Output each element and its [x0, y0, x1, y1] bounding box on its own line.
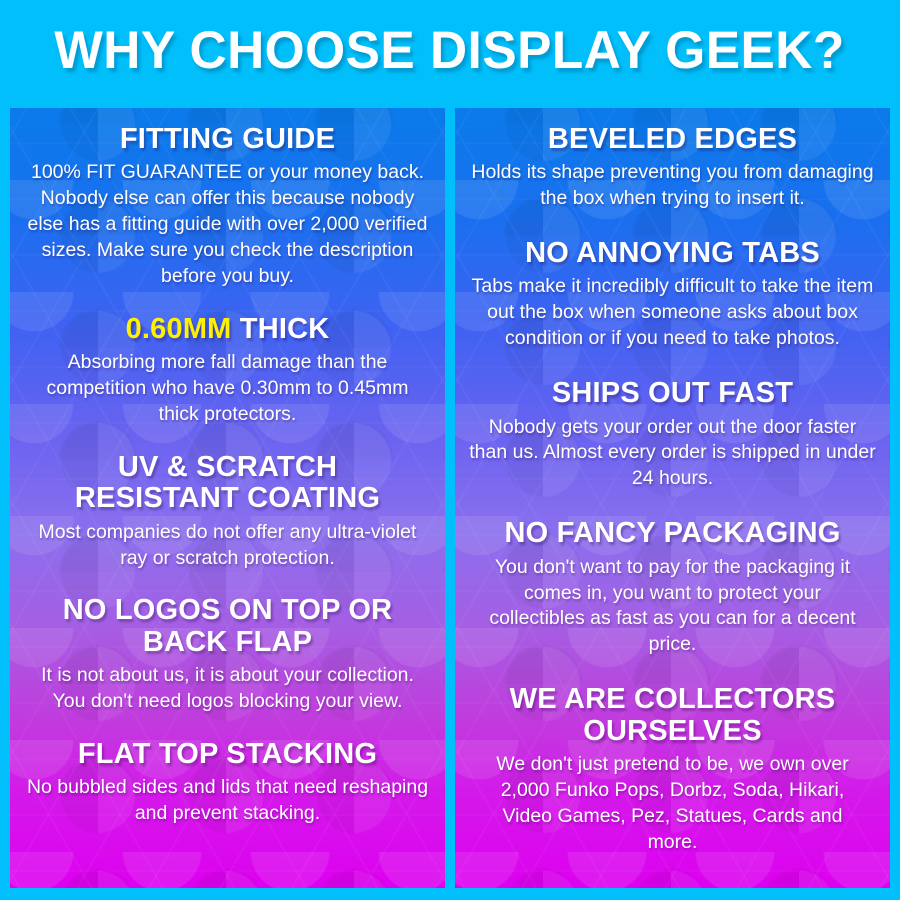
- feature-block-thickness: 0.60MM THICK Absorbing more fall damage …: [24, 312, 431, 428]
- feature-title: 0.60MM THICK: [24, 312, 431, 345]
- thickness-title-suffix: THICK: [231, 312, 330, 345]
- left-feature-column: FITTING GUIDE 100% FIT GUARANTEE or your…: [10, 108, 445, 888]
- right-feature-column: BEVELED EDGES Holds its shape preventing…: [455, 108, 890, 888]
- feature-body: Nobody gets your order out the door fast…: [469, 415, 876, 490]
- feature-title: BEVELED EDGES: [547, 123, 798, 155]
- feature-body: Tabs make it incredibly difficult to tak…: [471, 275, 874, 350]
- feature-body: Absorbing more fall damage than the comp…: [46, 351, 409, 426]
- feature-body: We don't just pretend to be, we own over…: [496, 752, 849, 853]
- feature-title: FLAT TOP STACKING: [77, 737, 378, 770]
- feature-block-no-fancy-packaging: NO FANCY PACKAGING You don't want to pay…: [469, 517, 876, 658]
- feature-title: WE ARE COLLECTORS OURSELVES: [509, 683, 836, 747]
- feature-body: You don't want to pay for the packaging …: [489, 555, 856, 656]
- feature-block-beveled-edges: BEVELED EDGES Holds its shape preventing…: [469, 123, 876, 212]
- feature-block-we-are-collectors: WE ARE COLLECTORS OURSELVES We don't jus…: [469, 684, 876, 855]
- poster-header: WHY CHOOSE DISPLAY GEEK?: [0, 0, 900, 100]
- feature-body: 100% FIT GUARANTEE or your money back. N…: [27, 161, 428, 287]
- feature-body: Most companies do not offer any ultra-vi…: [38, 520, 417, 569]
- feature-body: No bubbled sides and lids that need resh…: [26, 776, 429, 825]
- feature-title: NO FANCY PACKAGING: [504, 517, 841, 550]
- feature-body: It is not about us, it is about your col…: [41, 664, 414, 713]
- feature-title: NO LOGOS ON TOP OR BACK FLAP: [62, 594, 393, 658]
- feature-columns: FITTING GUIDE 100% FIT GUARANTEE or your…: [10, 108, 890, 888]
- feature-block-ships-out-fast: SHIPS OUT FAST Nobody gets your order ou…: [469, 377, 876, 492]
- feature-block-no-logos: NO LOGOS ON TOP OR BACK FLAP It is not a…: [24, 595, 431, 714]
- feature-title: FITTING GUIDE: [119, 123, 336, 155]
- thickness-highlight: 0.60MM: [125, 312, 232, 345]
- feature-title: SHIPS OUT FAST: [551, 377, 794, 410]
- feature-body: Holds its shape preventing you from dama…: [471, 161, 874, 210]
- feature-title: NO ANNOYING TABS: [525, 237, 820, 270]
- feature-block-fitting-guide: FITTING GUIDE 100% FIT GUARANTEE or your…: [24, 123, 431, 290]
- feature-block-flat-top-stacking: FLAT TOP STACKING No bubbled sides and l…: [24, 737, 431, 827]
- feature-block-no-annoying-tabs: NO ANNOYING TABS Tabs make it incredibly…: [469, 237, 876, 352]
- page-title: WHY CHOOSE DISPLAY GEEK?: [54, 20, 846, 80]
- feature-title: UV & SCRATCH RESISTANT COATING: [74, 451, 381, 515]
- feature-block-uv-scratch-coating: UV & SCRATCH RESISTANT COATING Most comp…: [24, 451, 431, 571]
